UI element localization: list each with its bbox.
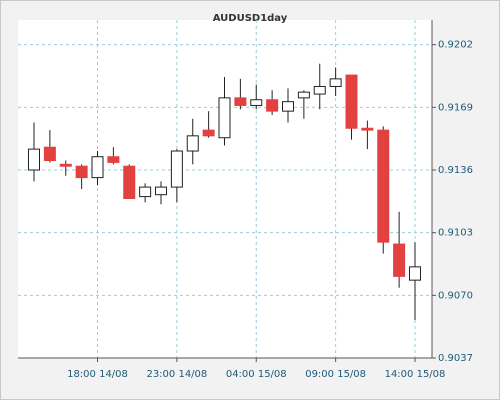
candle-body <box>329 78 342 87</box>
candle-body <box>59 163 72 167</box>
x-tick-label: 14:00 15/08 <box>385 369 446 380</box>
y-tick-label: 0.9136 <box>438 165 473 176</box>
candle-body <box>43 146 56 162</box>
candle-body <box>282 101 294 112</box>
candle-body <box>297 91 310 99</box>
x-tick-label: 09:00 15/08 <box>305 369 366 380</box>
x-tick-label: 04:00 15/08 <box>226 369 287 380</box>
candle-body <box>28 148 40 171</box>
y-tick-label: 0.9103 <box>438 228 473 239</box>
candle-body <box>266 99 279 112</box>
candle-body <box>170 150 183 188</box>
candle-body <box>313 85 326 95</box>
candle-body <box>123 165 136 199</box>
candle-body <box>107 156 120 163</box>
candle-body <box>186 135 199 152</box>
candle-body <box>377 129 390 243</box>
candle-body <box>234 97 247 106</box>
candle-body <box>250 99 263 106</box>
y-tick-label: 0.9169 <box>438 102 473 113</box>
x-tick-label: 18:00 14/08 <box>67 369 128 380</box>
x-tick-label: 23:00 14/08 <box>146 369 207 380</box>
candle-body <box>361 127 374 131</box>
candle-body <box>202 129 215 137</box>
y-tick-label: 0.9037 <box>438 353 473 364</box>
candle-body <box>139 186 152 198</box>
candle-body <box>393 243 406 277</box>
chart-title: AUDUSD1day <box>213 13 288 24</box>
candle-body <box>155 186 167 196</box>
plot-area <box>18 20 432 358</box>
candle-body <box>345 74 358 129</box>
candle-body <box>409 266 421 281</box>
candle-body <box>75 165 88 179</box>
candle-body <box>91 156 104 179</box>
candle-body <box>218 97 231 139</box>
y-tick-label: 0.9202 <box>438 40 473 51</box>
y-tick-label: 0.9070 <box>438 290 473 301</box>
